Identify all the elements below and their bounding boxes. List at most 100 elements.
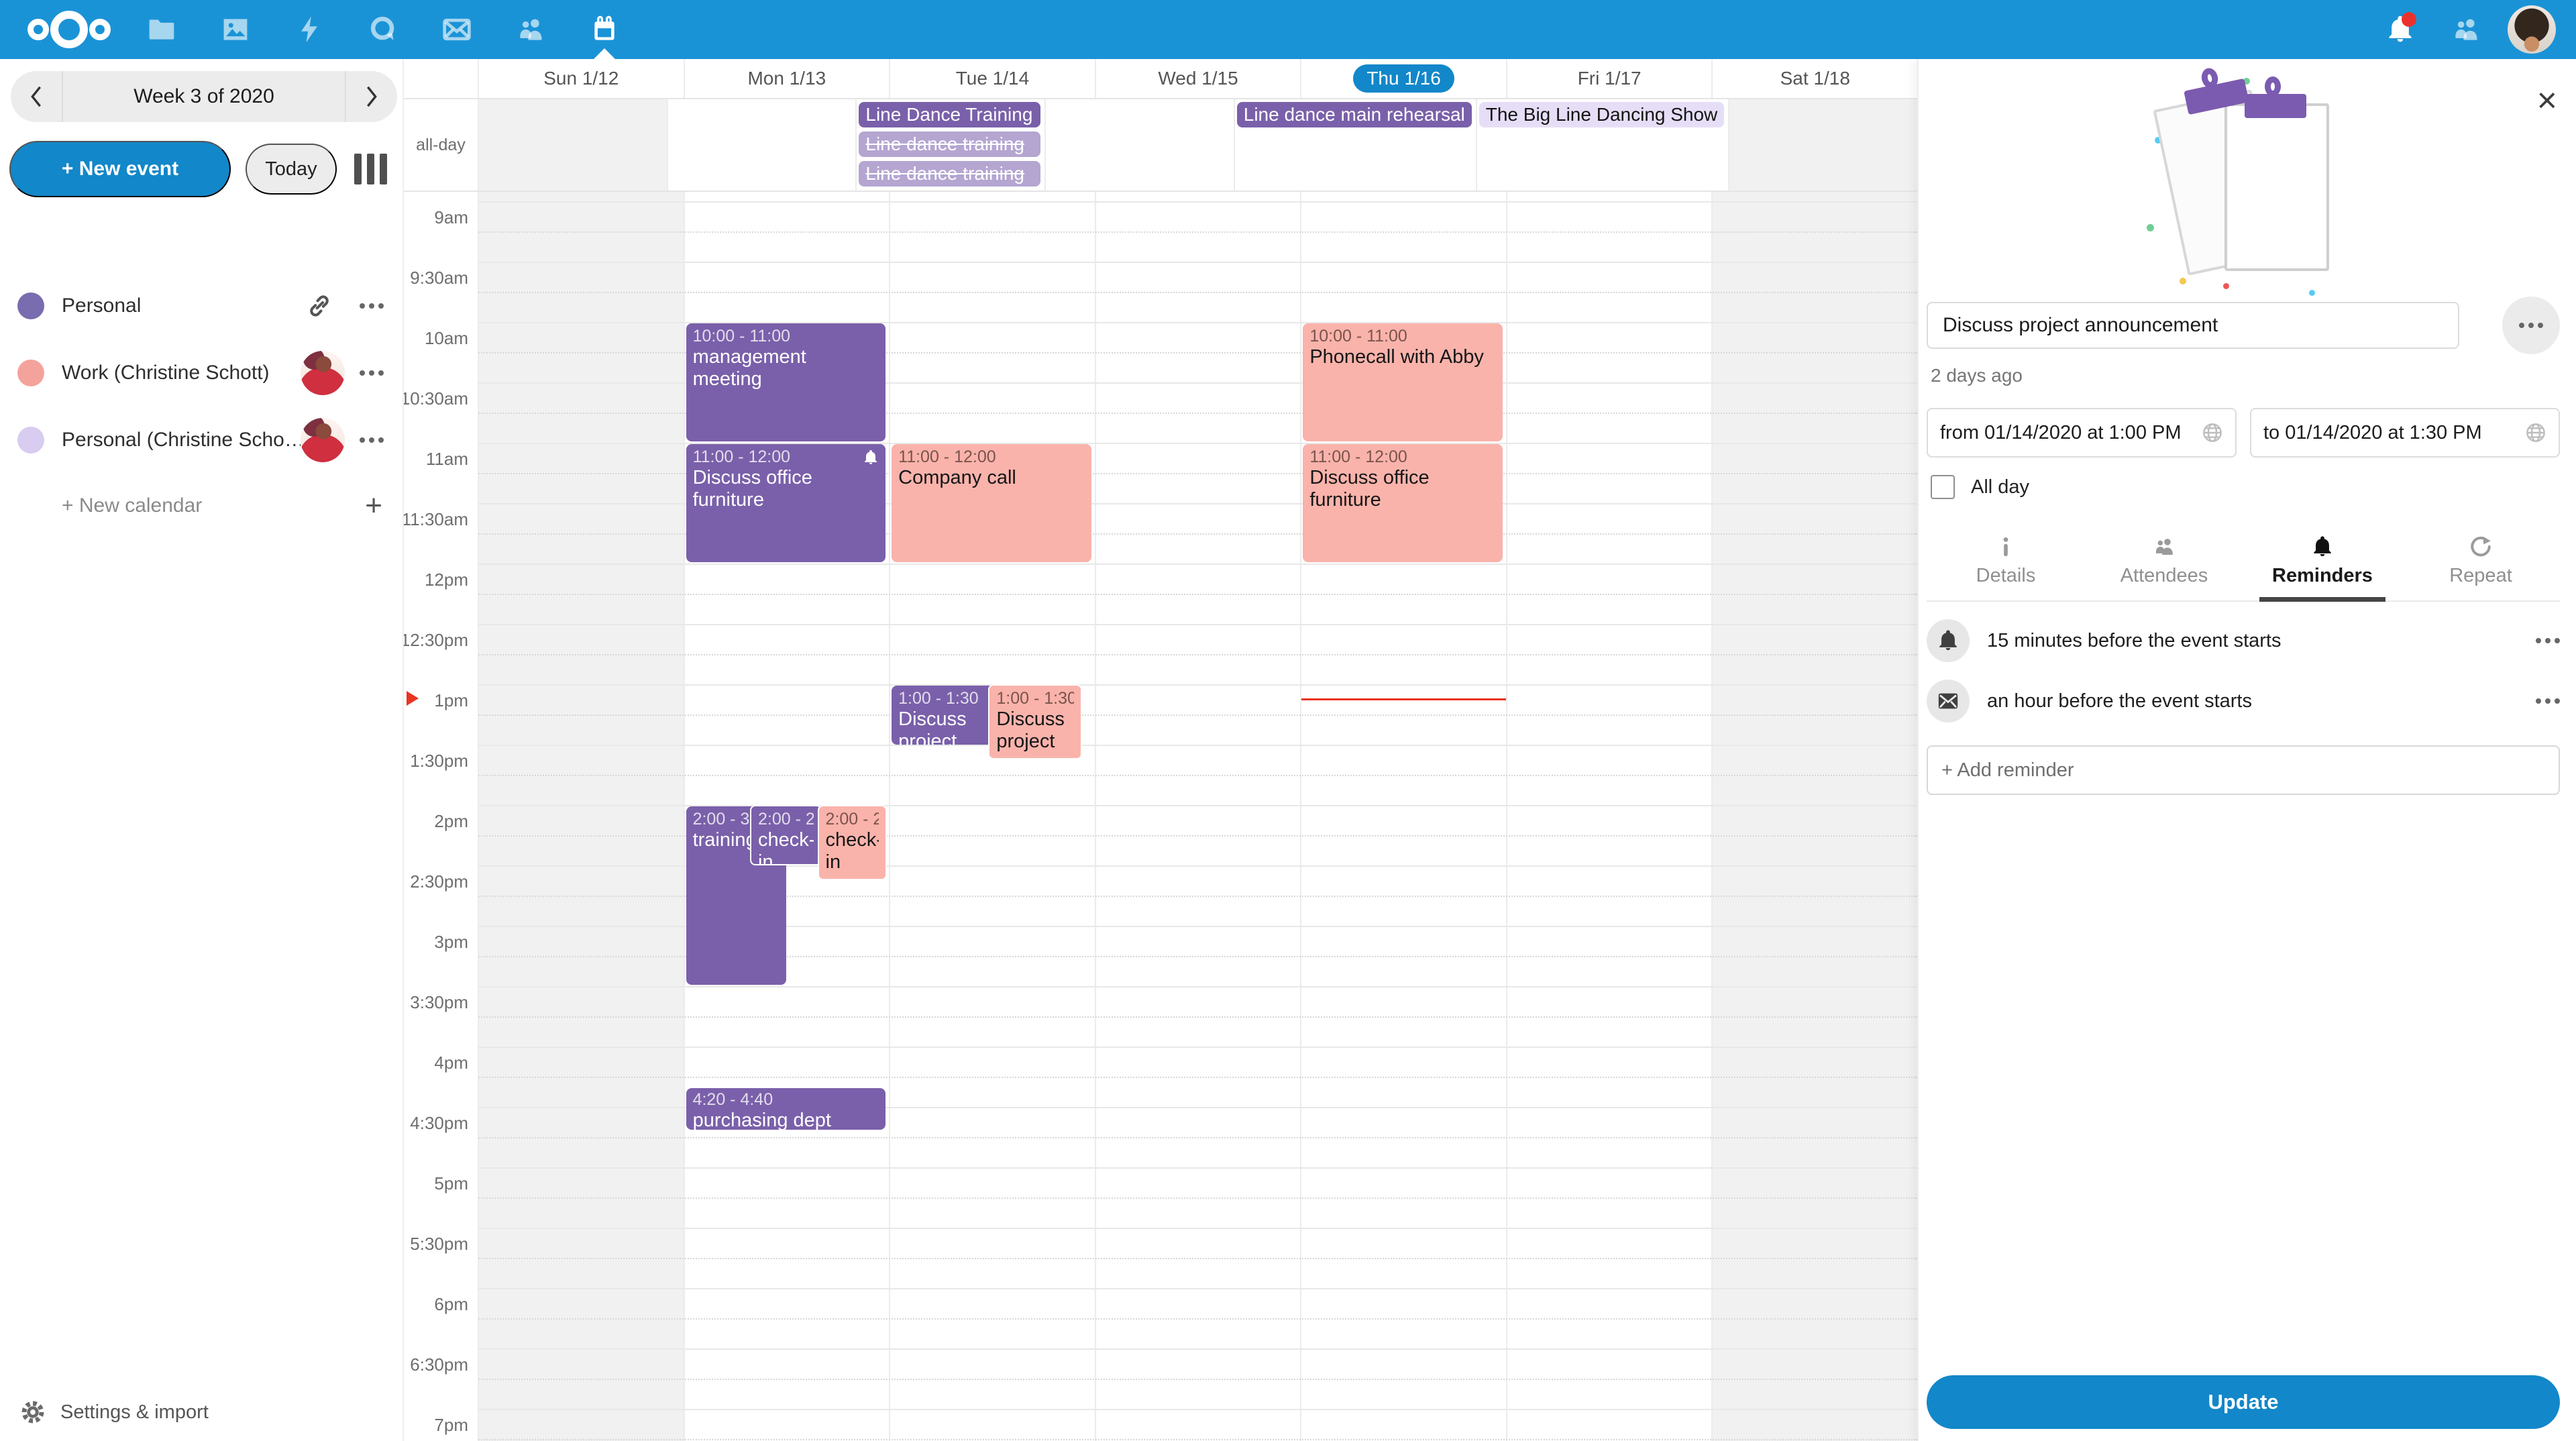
new-calendar-button[interactable]: + New calendar + xyxy=(0,474,402,538)
app-calendar-button[interactable] xyxy=(568,0,641,59)
tab-details[interactable]: Details xyxy=(1927,529,2085,600)
calendar-color-dot xyxy=(17,360,44,386)
new-event-button[interactable]: + New event xyxy=(9,141,231,197)
event-check-in[interactable]: 2:00 - 2:30 check-in xyxy=(750,805,822,865)
next-week-button[interactable] xyxy=(345,71,397,122)
reminder-actions-icon[interactable] xyxy=(2536,698,2560,704)
day-column-tue[interactable]: 11:00 - 12:00 Company call 1:00 - 1:30 D… xyxy=(889,192,1095,1441)
calendar-list: Personal Work (Christine Schott) Persona… xyxy=(0,272,402,538)
allday-event-cancelled[interactable]: Line dance training xyxy=(859,131,1041,157)
day-header-thu-today[interactable]: Thu 1/16 xyxy=(1300,59,1506,98)
event-end-input[interactable]: to 01/14/2020 at 1:30 PM xyxy=(2250,408,2560,458)
event-discuss-office-furniture[interactable]: 11:00 - 12:00 Discuss office furniture xyxy=(686,444,886,562)
view-columns-icon[interactable] xyxy=(354,154,387,184)
day-header-sat[interactable]: Sat 1/18 xyxy=(1711,59,1917,98)
app-photos-button[interactable] xyxy=(199,0,272,59)
calendar-actions-icon[interactable] xyxy=(360,303,384,309)
day-column-sun[interactable] xyxy=(478,192,684,1441)
tab-label: Repeat xyxy=(2449,565,2512,586)
mail-icon xyxy=(1938,693,1958,709)
app-files-button[interactable] xyxy=(125,0,199,59)
day-label: Sun 1/12 xyxy=(543,68,619,89)
chevron-left-icon xyxy=(31,86,41,107)
chevron-right-icon xyxy=(367,86,377,107)
event-phonecall-with-abby[interactable]: 10:00 - 11:00 Phonecall with Abby xyxy=(1303,323,1503,441)
allday-event-cancelled[interactable]: Line dance training xyxy=(859,161,1041,186)
all-day-checkbox[interactable] xyxy=(1931,475,1955,499)
allday-cell-tue[interactable]: Line Dance Training Line dance training … xyxy=(855,99,1044,191)
allday-cell-thu[interactable]: Line dance main rehearsal xyxy=(1233,99,1476,191)
day-column-wed[interactable] xyxy=(1094,192,1301,1441)
allday-cell-mon[interactable] xyxy=(666,99,856,191)
calendar-item-work-christine[interactable]: Work (Christine Schott) xyxy=(0,339,402,407)
add-reminder-button[interactable]: + Add reminder xyxy=(1927,745,2560,795)
day-column-sat[interactable] xyxy=(1711,192,1917,1441)
calendar-name: Work (Christine Schott) xyxy=(62,362,270,384)
app-contacts-button[interactable] xyxy=(494,0,568,59)
day-header-tue[interactable]: Tue 1/14 xyxy=(889,59,1095,98)
day-column-fri[interactable] xyxy=(1505,192,1712,1441)
event-discuss-office-furniture[interactable]: 11:00 - 12:00 Discuss office furniture xyxy=(1303,444,1503,562)
time-label: 10:30am xyxy=(404,384,468,413)
day-header-sun[interactable]: Sun 1/12 xyxy=(478,59,684,98)
day-header-mon[interactable]: Mon 1/13 xyxy=(683,59,890,98)
time-label: 3pm xyxy=(404,927,468,957)
event-management-meeting[interactable]: 10:00 - 11:00 management meeting xyxy=(686,323,886,441)
event-check-in[interactable]: 2:00 - 2:30 check-in xyxy=(817,805,888,880)
logo-circle xyxy=(28,19,49,40)
tab-attendees[interactable]: Attendees xyxy=(2085,529,2243,600)
allday-cell-wed[interactable] xyxy=(1044,99,1234,191)
calendar-actions-icon[interactable] xyxy=(360,370,384,376)
tab-repeat[interactable]: Repeat xyxy=(2402,529,2560,600)
app-mail-button[interactable] xyxy=(420,0,494,59)
user-avatar[interactable] xyxy=(2508,5,2556,54)
allday-cell-fri[interactable]: The Big Line Dancing Show xyxy=(1475,99,1729,191)
calendar-color-dot xyxy=(17,427,44,453)
grid-line xyxy=(404,1439,1917,1440)
update-button[interactable]: Update xyxy=(1927,1375,2560,1429)
day-column-thu[interactable]: 10:00 - 11:00 Phonecall with Abby 11:00 … xyxy=(1300,192,1506,1441)
timezone-globe-icon[interactable] xyxy=(2202,422,2223,443)
event-discuss-project-announcement[interactable]: 1:00 - 1:30 Discuss project announcement xyxy=(892,686,998,745)
grid-line xyxy=(404,1348,1917,1350)
allday-event[interactable]: Line Dance Training xyxy=(859,102,1041,127)
nextcloud-logo[interactable] xyxy=(19,11,119,48)
day-column-mon[interactable]: 10:00 - 11:00 management meeting 11:00 -… xyxy=(683,192,890,1441)
share-link-icon[interactable] xyxy=(306,292,333,319)
event-start-input[interactable]: from 01/14/2020 at 1:00 PM xyxy=(1927,408,2237,458)
previous-week-button[interactable] xyxy=(11,71,63,122)
calendar-item-personal[interactable]: Personal xyxy=(0,272,402,339)
event-discuss-project[interactable]: 1:00 - 1:30 Discuss project xyxy=(988,684,1083,759)
close-icon[interactable]: × xyxy=(2536,81,2557,120)
event-actions-button[interactable] xyxy=(2502,297,2560,354)
grid-line xyxy=(404,292,1917,293)
week-label[interactable]: Week 3 of 2020 xyxy=(133,85,274,107)
calendar-actions-icon[interactable] xyxy=(360,437,384,443)
grid-line xyxy=(404,684,1917,686)
allday-event[interactable]: Line dance main rehearsal xyxy=(1236,102,1472,127)
contacts-menu-button[interactable] xyxy=(2442,0,2490,59)
allday-cell-sun[interactable] xyxy=(478,99,667,191)
grid-line xyxy=(404,1197,1917,1199)
timezone-globe-icon[interactable] xyxy=(2525,422,2546,443)
grid-line xyxy=(404,624,1917,625)
event-title-input[interactable] xyxy=(1927,302,2459,349)
today-button[interactable]: Today xyxy=(246,144,337,195)
settings-import-button[interactable]: Settings & import xyxy=(20,1399,209,1425)
event-company-call[interactable]: 11:00 - 12:00 Company call xyxy=(892,444,1091,562)
app-talk-button[interactable] xyxy=(346,0,420,59)
event-title: check-in xyxy=(825,829,879,873)
plus-icon: + xyxy=(365,489,382,522)
calendar-item-personal-christine[interactable]: Personal (Christine Scho…) xyxy=(0,407,402,474)
logo-circle xyxy=(89,19,111,40)
allday-cell-sat[interactable] xyxy=(1728,99,1917,191)
day-header-fri[interactable]: Fri 1/17 xyxy=(1505,59,1712,98)
allday-event[interactable]: The Big Line Dancing Show xyxy=(1479,102,1725,127)
time-grid: 9am 9:30am 10am 10:30am 11am 11:30am 12pm 12:30… xyxy=(404,192,1917,1441)
tab-reminders[interactable]: Reminders xyxy=(2243,529,2402,602)
notifications-button[interactable] xyxy=(2376,0,2424,59)
event-purchasing-dept[interactable]: 4:20 - 4:40 purchasing dept xyxy=(686,1088,886,1130)
reminder-actions-icon[interactable] xyxy=(2536,638,2560,643)
app-activity-button[interactable] xyxy=(272,0,346,59)
day-header-wed[interactable]: Wed 1/15 xyxy=(1094,59,1301,98)
